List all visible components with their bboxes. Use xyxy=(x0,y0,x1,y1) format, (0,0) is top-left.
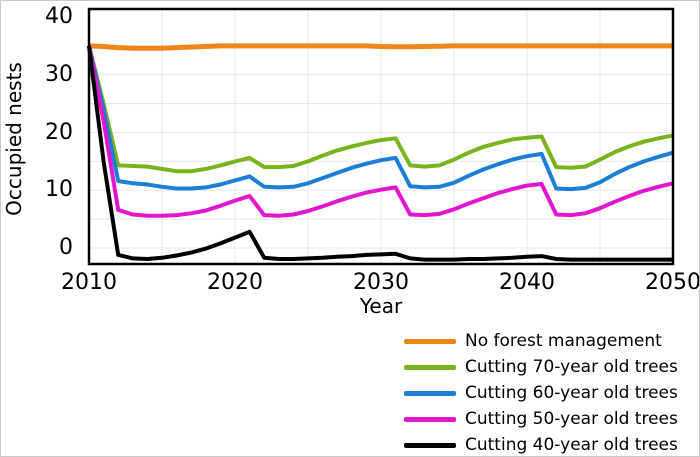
series-line-4 xyxy=(87,45,673,262)
y-tick-label: 30 xyxy=(45,61,73,87)
plot-frame xyxy=(87,7,675,266)
legend-label: Cutting 60-year old trees xyxy=(465,383,678,403)
legend-label: Cutting 50-year old trees xyxy=(465,409,678,429)
x-tick-label: 2030 xyxy=(353,270,409,295)
series-line-3 xyxy=(87,45,674,218)
series-line-2 xyxy=(87,45,674,192)
series-line-1 xyxy=(87,45,674,174)
x-axis-title: Year xyxy=(359,294,403,318)
y-tick-label: 10 xyxy=(45,177,73,203)
legend-item-cutting-50: Cutting 50-year old trees xyxy=(404,409,678,429)
legend-swatch-magenta xyxy=(404,416,456,422)
legend-swatch-blue xyxy=(404,390,456,396)
y-tick-label: 0 xyxy=(59,235,73,260)
legend-swatch-black xyxy=(404,442,456,448)
legend-item-no-management: No forest management xyxy=(404,331,678,351)
y-tick-label: 20 xyxy=(45,119,73,145)
legend-item-cutting-40: Cutting 40-year old trees xyxy=(404,435,678,455)
legend-item-cutting-60: Cutting 60-year old trees xyxy=(404,383,678,403)
legend-swatch-green xyxy=(404,364,456,370)
y-tick-label: 40 xyxy=(45,4,73,29)
legend-swatch-orange xyxy=(404,338,456,344)
x-tick-label: 2050 xyxy=(645,270,700,295)
series-line-0 xyxy=(88,43,673,51)
legend-label: No forest management xyxy=(465,331,662,351)
legend-label: Cutting 40-year old trees xyxy=(465,435,678,455)
x-tick-label: 2010 xyxy=(61,270,117,295)
legend: No forest management Cutting 70-year old… xyxy=(404,331,678,455)
legend-item-cutting-70: Cutting 70-year old trees xyxy=(404,357,678,377)
legend-label: Cutting 70-year old trees xyxy=(465,357,678,377)
x-tick-label: 2020 xyxy=(207,270,263,295)
x-tick-label: 2040 xyxy=(499,270,555,295)
